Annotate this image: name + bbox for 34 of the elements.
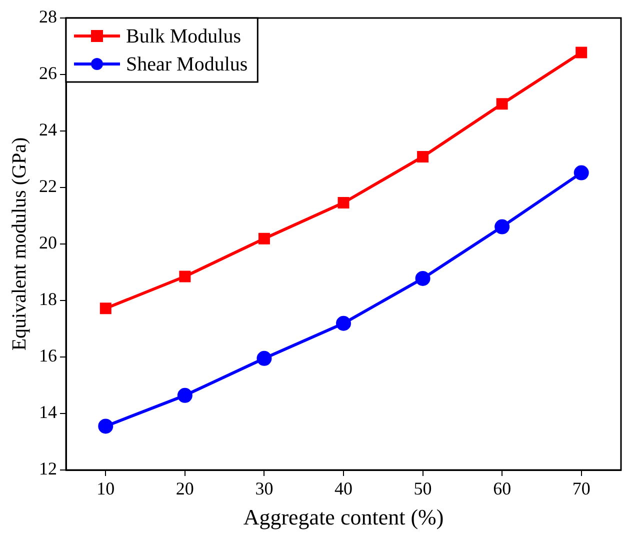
point: [496, 98, 508, 110]
x-tick-label: 60: [493, 478, 512, 499]
legend-label: Shear Modulus: [126, 53, 248, 76]
point: [574, 165, 589, 180]
y-tick-label: 16: [39, 346, 57, 366]
y-axis-title: Equivalent modulus (GPa): [8, 137, 30, 351]
point: [100, 302, 112, 314]
y-tick-label: 20: [39, 232, 57, 253]
x-tick-label: 10: [96, 478, 115, 499]
point: [177, 388, 192, 403]
y-tick-label: 28: [39, 6, 57, 27]
x-tick-label: 40: [334, 478, 352, 499]
point: [258, 232, 270, 244]
point: [576, 46, 588, 58]
point: [494, 219, 510, 234]
point: [415, 270, 430, 286]
x-tick-label: 20: [176, 478, 194, 499]
point: [179, 270, 191, 282]
legend-label: Bulk Modulus: [126, 25, 242, 48]
point: [417, 150, 429, 162]
point: [338, 197, 350, 208]
x-axis-title: Aggregate content (%): [243, 504, 444, 530]
x-tick-label: 30: [255, 478, 274, 499]
point: [336, 316, 351, 331]
y-tick-label: 18: [39, 289, 57, 310]
point: [256, 350, 272, 366]
y-tick-label: 26: [39, 63, 57, 84]
y-tick-label: 22: [39, 176, 57, 196]
y-tick-label: 24: [39, 120, 57, 140]
y-tick-label: 12: [39, 458, 57, 479]
y-tick-label: 14: [39, 402, 57, 422]
x-tick-label: 70: [572, 478, 590, 499]
point: [98, 418, 114, 434]
x-tick-label: 50: [414, 478, 432, 499]
